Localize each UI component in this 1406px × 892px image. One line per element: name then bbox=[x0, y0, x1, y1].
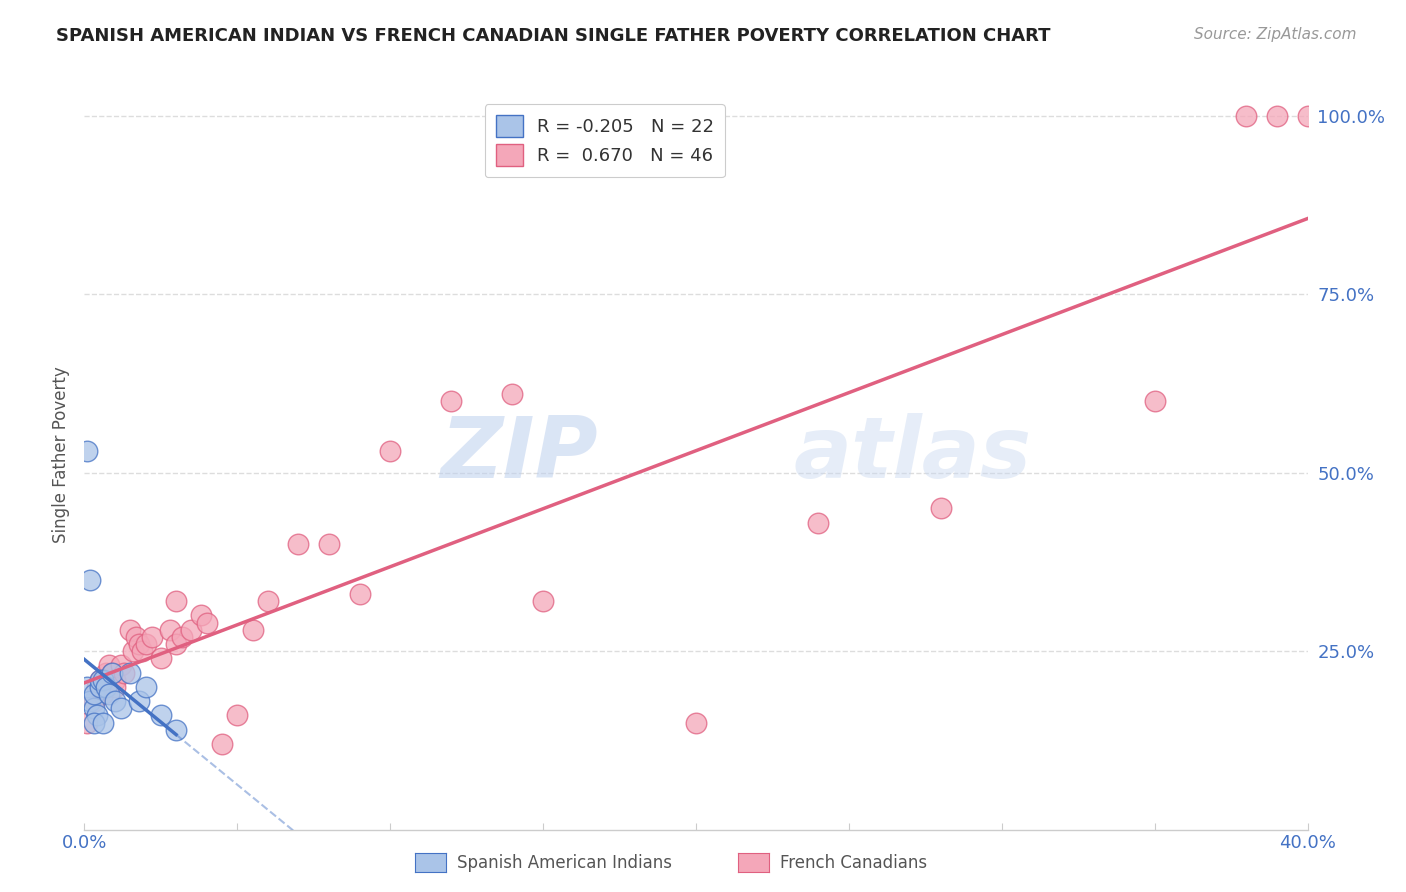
Point bbox=[76, 444, 98, 458]
Point bbox=[122, 644, 145, 658]
Point bbox=[180, 623, 202, 637]
Point bbox=[242, 623, 264, 637]
Legend: R = -0.205   N = 22, R =  0.670   N = 46: R = -0.205 N = 22, R = 0.670 N = 46 bbox=[485, 104, 725, 178]
Point bbox=[83, 694, 105, 708]
Point bbox=[79, 573, 101, 587]
Text: Source: ZipAtlas.com: Source: ZipAtlas.com bbox=[1194, 27, 1357, 42]
Point bbox=[91, 715, 114, 730]
Point bbox=[1265, 109, 1288, 123]
Point bbox=[128, 694, 150, 708]
Point bbox=[257, 594, 280, 608]
Point bbox=[1143, 394, 1166, 409]
Point bbox=[131, 644, 153, 658]
Point bbox=[531, 594, 554, 608]
Point bbox=[172, 630, 194, 644]
Point bbox=[190, 608, 212, 623]
Point bbox=[86, 680, 108, 694]
Point bbox=[104, 694, 127, 708]
Point bbox=[135, 680, 157, 694]
Point bbox=[76, 680, 98, 694]
Point bbox=[165, 723, 187, 737]
Point bbox=[89, 673, 111, 687]
Text: atlas: atlas bbox=[794, 413, 1032, 497]
Point bbox=[287, 537, 309, 551]
Point bbox=[149, 708, 172, 723]
Text: Spanish American Indians: Spanish American Indians bbox=[457, 854, 672, 871]
Point bbox=[380, 444, 402, 458]
Point bbox=[159, 623, 181, 637]
Point bbox=[440, 394, 463, 409]
Point bbox=[502, 387, 524, 401]
Point bbox=[89, 673, 111, 687]
Point bbox=[195, 615, 218, 630]
Point bbox=[97, 687, 120, 701]
Point bbox=[807, 516, 830, 530]
Point bbox=[349, 587, 371, 601]
Point bbox=[120, 623, 142, 637]
Point bbox=[125, 630, 148, 644]
Point bbox=[929, 501, 952, 516]
Point bbox=[318, 537, 340, 551]
Point bbox=[1236, 109, 1258, 123]
Point bbox=[86, 708, 108, 723]
Point bbox=[112, 665, 135, 680]
Point bbox=[94, 665, 117, 680]
Point bbox=[165, 594, 187, 608]
Point bbox=[89, 680, 111, 694]
Point bbox=[83, 687, 105, 701]
Point bbox=[128, 637, 150, 651]
Point bbox=[101, 665, 124, 680]
Point bbox=[226, 708, 249, 723]
Point bbox=[91, 687, 114, 701]
Point bbox=[149, 651, 172, 665]
Point bbox=[101, 665, 124, 680]
Point bbox=[83, 701, 105, 715]
Point bbox=[141, 630, 163, 644]
Point bbox=[79, 694, 101, 708]
Y-axis label: Single Father Poverty: Single Father Poverty bbox=[52, 367, 70, 543]
Text: French Canadians: French Canadians bbox=[780, 854, 928, 871]
Point bbox=[165, 637, 187, 651]
Point bbox=[104, 673, 127, 687]
Point bbox=[89, 680, 111, 694]
Point bbox=[110, 701, 132, 715]
Text: ZIP: ZIP bbox=[440, 413, 598, 497]
Text: SPANISH AMERICAN INDIAN VS FRENCH CANADIAN SINGLE FATHER POVERTY CORRELATION CHA: SPANISH AMERICAN INDIAN VS FRENCH CANADI… bbox=[56, 27, 1050, 45]
Point bbox=[211, 737, 233, 751]
Point bbox=[94, 680, 117, 694]
Point bbox=[1296, 109, 1319, 123]
Point bbox=[110, 658, 132, 673]
Point bbox=[91, 673, 114, 687]
Point bbox=[83, 715, 105, 730]
Point bbox=[120, 665, 142, 680]
Point bbox=[97, 658, 120, 673]
Point bbox=[685, 715, 707, 730]
Point bbox=[76, 715, 98, 730]
Point bbox=[135, 637, 157, 651]
Point bbox=[104, 680, 127, 694]
